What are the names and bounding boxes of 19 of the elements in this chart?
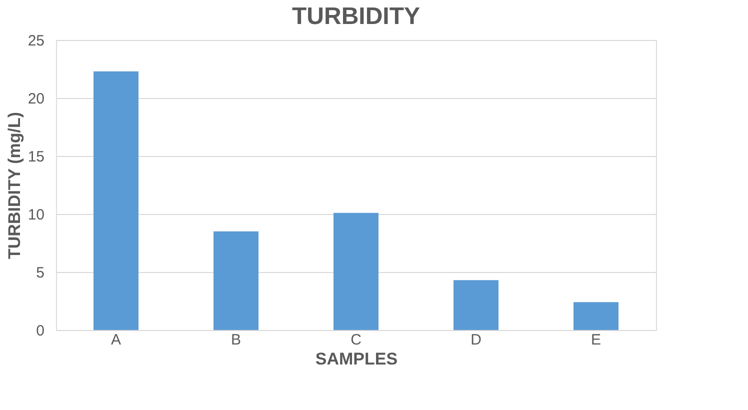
y-tick-label: 15: [28, 148, 44, 166]
y-tick-label: 5: [36, 264, 44, 282]
bar: [94, 71, 138, 330]
y-tick-label: 25: [28, 32, 44, 50]
y-axis-title: TURBIDITY (mg/L): [4, 112, 24, 260]
x-axis-title: SAMPLES: [315, 350, 398, 368]
bar: [574, 302, 618, 330]
y-tick-label: 20: [28, 90, 44, 108]
y-tick-label: 0: [36, 322, 44, 340]
bar: [214, 231, 258, 330]
bar: [334, 212, 378, 330]
x-tick-label: C: [350, 332, 362, 348]
x-tick-label: D: [470, 332, 482, 348]
y-tick-label: 10: [28, 206, 44, 224]
x-tick-label: B: [230, 332, 242, 348]
x-tick-label: A: [110, 332, 122, 348]
x-tick-label: E: [590, 332, 602, 348]
chart-title: TURBIDITY: [292, 3, 420, 30]
bar: [454, 280, 498, 330]
